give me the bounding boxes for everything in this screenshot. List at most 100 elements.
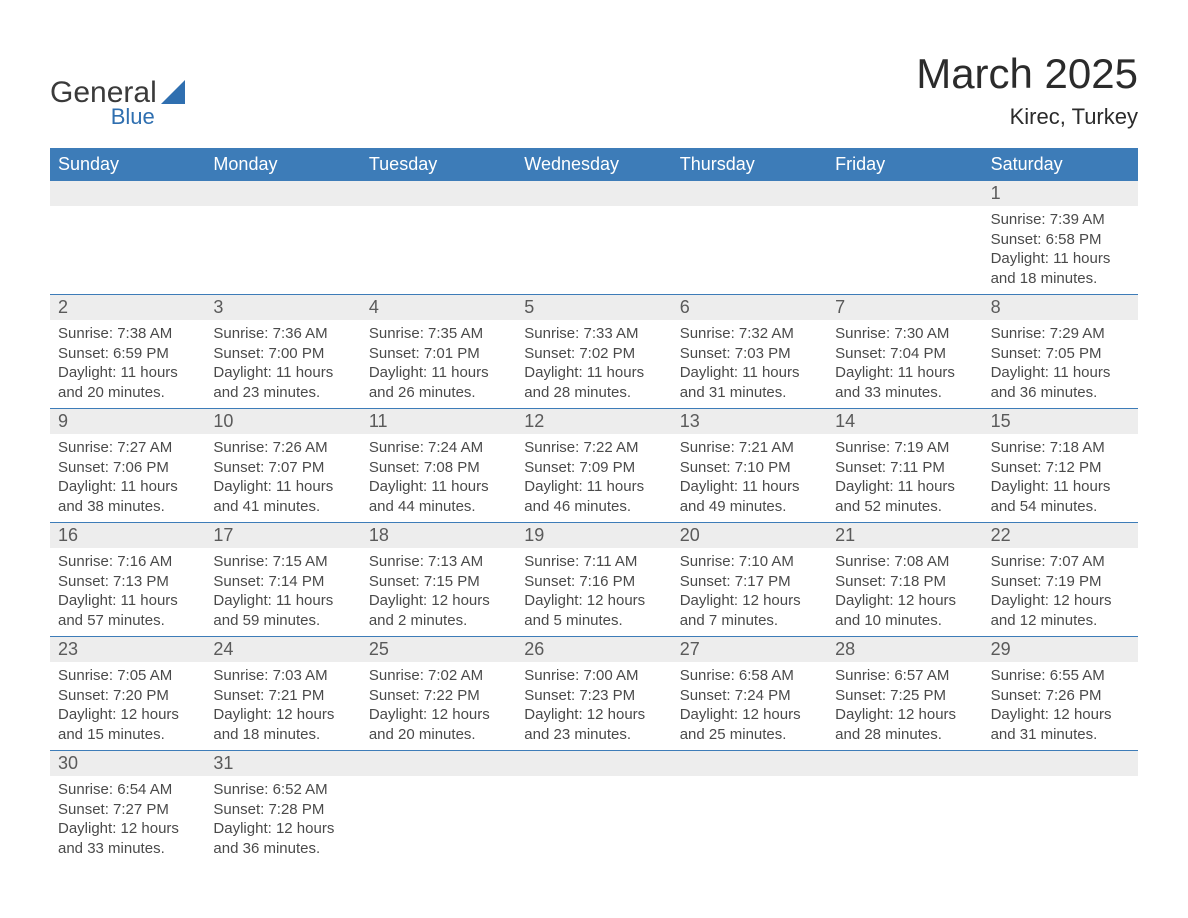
sunset-text: Sunset: 7:26 PM [991,686,1130,706]
sail-icon [161,80,195,108]
daylight-text: Daylight: 12 hours and 31 minutes. [991,705,1130,744]
day-cell: Sunrise: 7:02 AMSunset: 7:22 PMDaylight:… [361,662,516,750]
day-cell [827,776,982,864]
day-number: 25 [361,637,516,662]
sunrise-text: Sunrise: 7:39 AM [991,210,1130,230]
daylight-text: Daylight: 11 hours and 18 minutes. [991,249,1130,288]
day-cell: Sunrise: 7:18 AMSunset: 7:12 PMDaylight:… [983,434,1138,522]
day-number: 22 [983,523,1138,548]
sunrise-text: Sunrise: 7:22 AM [524,438,663,458]
sunset-text: Sunset: 7:15 PM [369,572,508,592]
day-cell: Sunrise: 7:39 AMSunset: 6:58 PMDaylight:… [983,206,1138,294]
day-cell: Sunrise: 7:26 AMSunset: 7:07 PMDaylight:… [205,434,360,522]
day-number: 12 [516,409,671,434]
day-number: 8 [983,295,1138,320]
day-number [672,181,827,206]
day-number: 13 [672,409,827,434]
daylight-text: Daylight: 12 hours and 28 minutes. [835,705,974,744]
week-row: 2345678Sunrise: 7:38 AMSunset: 6:59 PMDa… [50,294,1138,408]
day-number [672,751,827,776]
day-number: 6 [672,295,827,320]
daylight-text: Daylight: 11 hours and 44 minutes. [369,477,508,516]
daynum-band: 23242526272829 [50,637,1138,662]
daynum-band: 3031 [50,751,1138,776]
day-cell: Sunrise: 6:55 AMSunset: 7:26 PMDaylight:… [983,662,1138,750]
sunrise-text: Sunrise: 7:05 AM [58,666,197,686]
sunrise-text: Sunrise: 7:29 AM [991,324,1130,344]
weekday-header: Sunday [50,148,205,181]
weekday-header: Friday [827,148,982,181]
daybody-band: Sunrise: 7:27 AMSunset: 7:06 PMDaylight:… [50,434,1138,522]
day-number: 15 [983,409,1138,434]
sunset-text: Sunset: 7:23 PM [524,686,663,706]
sunset-text: Sunset: 7:03 PM [680,344,819,364]
weekday-header: Wednesday [516,148,671,181]
page-title: March 2025 [916,50,1138,98]
daybody-band: Sunrise: 7:38 AMSunset: 6:59 PMDaylight:… [50,320,1138,408]
day-cell: Sunrise: 7:22 AMSunset: 7:09 PMDaylight:… [516,434,671,522]
day-cell: Sunrise: 7:36 AMSunset: 7:00 PMDaylight:… [205,320,360,408]
daybody-band: Sunrise: 7:05 AMSunset: 7:20 PMDaylight:… [50,662,1138,750]
weekday-header: Saturday [983,148,1138,181]
day-number: 11 [361,409,516,434]
daynum-band: 2345678 [50,295,1138,320]
daylight-text: Daylight: 11 hours and 31 minutes. [680,363,819,402]
day-cell: Sunrise: 6:54 AMSunset: 7:27 PMDaylight:… [50,776,205,864]
day-cell: Sunrise: 7:27 AMSunset: 7:06 PMDaylight:… [50,434,205,522]
daylight-text: Daylight: 12 hours and 25 minutes. [680,705,819,744]
sunrise-text: Sunrise: 6:55 AM [991,666,1130,686]
sunrise-text: Sunrise: 7:03 AM [213,666,352,686]
day-cell: Sunrise: 7:05 AMSunset: 7:20 PMDaylight:… [50,662,205,750]
sunrise-text: Sunrise: 7:21 AM [680,438,819,458]
sunset-text: Sunset: 7:06 PM [58,458,197,478]
day-cell: Sunrise: 7:19 AMSunset: 7:11 PMDaylight:… [827,434,982,522]
daynum-band: 16171819202122 [50,523,1138,548]
daylight-text: Daylight: 11 hours and 49 minutes. [680,477,819,516]
daylight-text: Daylight: 11 hours and 38 minutes. [58,477,197,516]
day-number: 4 [361,295,516,320]
day-cell: Sunrise: 7:07 AMSunset: 7:19 PMDaylight:… [983,548,1138,636]
week-row: 1Sunrise: 7:39 AMSunset: 6:58 PMDaylight… [50,181,1138,294]
sunrise-text: Sunrise: 7:32 AM [680,324,819,344]
sunset-text: Sunset: 7:18 PM [835,572,974,592]
sunrise-text: Sunrise: 7:30 AM [835,324,974,344]
day-cell [827,206,982,294]
daylight-text: Daylight: 12 hours and 15 minutes. [58,705,197,744]
sunset-text: Sunset: 6:58 PM [991,230,1130,250]
sunrise-text: Sunrise: 6:52 AM [213,780,352,800]
daylight-text: Daylight: 11 hours and 57 minutes. [58,591,197,630]
brand-text: General Blue [50,78,157,130]
daylight-text: Daylight: 12 hours and 36 minutes. [213,819,352,858]
day-number: 16 [50,523,205,548]
day-cell: Sunrise: 6:58 AMSunset: 7:24 PMDaylight:… [672,662,827,750]
sunset-text: Sunset: 7:13 PM [58,572,197,592]
sunset-text: Sunset: 7:16 PM [524,572,663,592]
sunset-text: Sunset: 7:21 PM [213,686,352,706]
daybody-band: Sunrise: 7:16 AMSunset: 7:13 PMDaylight:… [50,548,1138,636]
day-number: 19 [516,523,671,548]
day-cell: Sunrise: 7:11 AMSunset: 7:16 PMDaylight:… [516,548,671,636]
daylight-text: Daylight: 12 hours and 7 minutes. [680,591,819,630]
sunrise-text: Sunrise: 7:15 AM [213,552,352,572]
daylight-text: Daylight: 11 hours and 36 minutes. [991,363,1130,402]
title-block: March 2025 Kirec, Turkey [916,50,1138,130]
sunset-text: Sunset: 7:17 PM [680,572,819,592]
day-number: 21 [827,523,982,548]
daylight-text: Daylight: 11 hours and 41 minutes. [213,477,352,516]
daylight-text: Daylight: 12 hours and 23 minutes. [524,705,663,744]
day-cell: Sunrise: 7:33 AMSunset: 7:02 PMDaylight:… [516,320,671,408]
daylight-text: Daylight: 11 hours and 59 minutes. [213,591,352,630]
daylight-text: Daylight: 12 hours and 18 minutes. [213,705,352,744]
daynum-band: 1 [50,181,1138,206]
day-cell: Sunrise: 7:03 AMSunset: 7:21 PMDaylight:… [205,662,360,750]
calendar-grid: Sunday Monday Tuesday Wednesday Thursday… [50,148,1138,864]
day-number: 10 [205,409,360,434]
day-cell: Sunrise: 7:30 AMSunset: 7:04 PMDaylight:… [827,320,982,408]
day-cell: Sunrise: 6:52 AMSunset: 7:28 PMDaylight:… [205,776,360,864]
sunrise-text: Sunrise: 7:18 AM [991,438,1130,458]
sunset-text: Sunset: 7:11 PM [835,458,974,478]
week-row: 23242526272829Sunrise: 7:05 AMSunset: 7:… [50,636,1138,750]
sunset-text: Sunset: 7:25 PM [835,686,974,706]
day-cell [983,776,1138,864]
day-number: 14 [827,409,982,434]
